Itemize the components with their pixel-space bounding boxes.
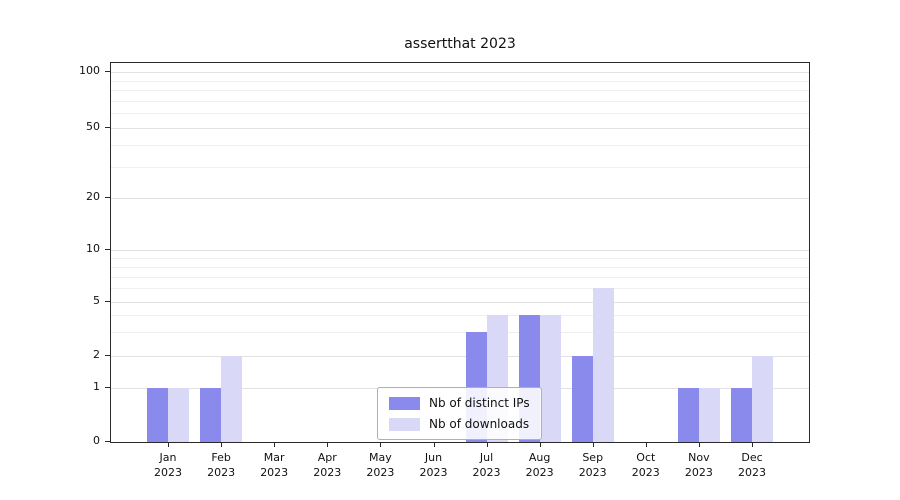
xtick-label-sep: Sep 2023: [578, 451, 607, 479]
gridline-y-20: [111, 198, 809, 200]
xtick-label-jun: Jun 2023: [419, 451, 448, 479]
bar-downloads-feb: [221, 356, 243, 442]
xtick-mark-feb: [221, 443, 223, 447]
xtick-label-jul: Jul 2023: [472, 451, 501, 479]
gridline-y-80: [111, 90, 809, 91]
ytick-mark-5: [105, 300, 110, 302]
gridline-y-2: [111, 356, 809, 358]
gridline-y-70: [111, 100, 809, 102]
xtick-mark-mar: [274, 443, 276, 447]
ytick-label-100: 100: [79, 64, 100, 78]
bar-downloads-nov: [698, 388, 720, 442]
xtick-mark-apr: [327, 443, 329, 447]
ytick-mark-50: [105, 126, 110, 128]
gridline-y-90: [111, 80, 809, 82]
ytick-label-20: 20: [86, 190, 100, 204]
ytick-label-2: 2: [93, 348, 100, 362]
gridline-y-3: [111, 332, 809, 334]
legend-item-distinct-ips: Nb of distinct IPs: [389, 396, 530, 410]
gridline-y-100: [111, 72, 809, 74]
ytick-mark-2: [105, 355, 110, 357]
xtick-mark-jun: [433, 443, 435, 447]
gridline-y-6: [111, 288, 809, 290]
gridline-y-40: [111, 145, 809, 146]
bar-downloads-sep: [592, 288, 614, 442]
xtick-label-aug: Aug 2023: [525, 451, 554, 479]
legend-swatch-downloads: [389, 417, 420, 431]
gridline-y-8: [111, 266, 809, 268]
ytick-label-10: 10: [86, 241, 100, 255]
ytick-mark-10: [105, 248, 110, 250]
legend-label-distinct-ips: Nb of distinct IPs: [429, 396, 530, 410]
bar-distinct-ips-dec: [731, 388, 752, 442]
bar-distinct-ips-nov: [677, 388, 699, 442]
gridline-y-4: [111, 315, 809, 317]
xtick-label-oct: Oct 2023: [631, 451, 660, 479]
bar-downloads-jan: [168, 388, 189, 442]
legend-label-downloads: Nb of downloads: [429, 417, 530, 431]
xtick-label-mar: Mar 2023: [260, 451, 289, 479]
bar-distinct-ips-sep: [571, 356, 593, 442]
ytick-mark-0: [105, 441, 110, 442]
xtick-label-jan: Jan 2023: [154, 451, 182, 479]
gridline-y-9: [111, 257, 809, 259]
gridline-y-7: [111, 276, 809, 278]
xtick-label-feb: Feb 2023: [207, 451, 236, 479]
legend-swatch-distinct-ips: [389, 396, 420, 410]
gridline-y-60: [111, 113, 809, 115]
xtick-mark-jan: [168, 443, 169, 447]
xtick-mark-sep: [592, 443, 594, 447]
gridline-y-50: [111, 127, 809, 129]
xtick-label-apr: Apr 2023: [313, 451, 342, 479]
ytick-mark-20: [105, 197, 110, 199]
xtick-mark-oct: [645, 443, 647, 447]
gridline-y-5: [111, 301, 809, 303]
ytick-label-0: 0: [93, 434, 100, 447]
ytick-mark-100: [105, 71, 110, 73]
bar-distinct-ips-jan: [147, 388, 168, 442]
xtick-label-may: May 2023: [366, 451, 395, 479]
gridline-y-30: [111, 167, 809, 169]
xtick-mark-may: [380, 443, 382, 447]
gridline-y-10: [111, 249, 809, 251]
ytick-label-1: 1: [93, 380, 100, 394]
xtick-mark-nov: [698, 443, 700, 447]
xtick-label-dec: Dec 2023: [738, 451, 766, 479]
bar-downloads-dec: [752, 356, 773, 442]
bar-downloads-aug: [539, 315, 561, 442]
plot-area: Nb of distinct IPs Nb of downloads: [110, 62, 810, 443]
legend-item-downloads: Nb of downloads: [389, 417, 530, 431]
ytick-mark-1: [105, 387, 110, 389]
ytick-label-5: 5: [93, 293, 100, 307]
xtick-mark-aug: [539, 443, 541, 447]
xtick-mark-dec: [752, 443, 753, 447]
bar-distinct-ips-feb: [200, 388, 222, 442]
legend: Nb of distinct IPs Nb of downloads: [377, 387, 542, 440]
chart-title: assertthat 2023: [404, 36, 516, 52]
ytick-label-50: 50: [86, 119, 100, 133]
xtick-mark-jul: [486, 443, 488, 447]
xtick-label-nov: Nov 2023: [684, 451, 713, 479]
